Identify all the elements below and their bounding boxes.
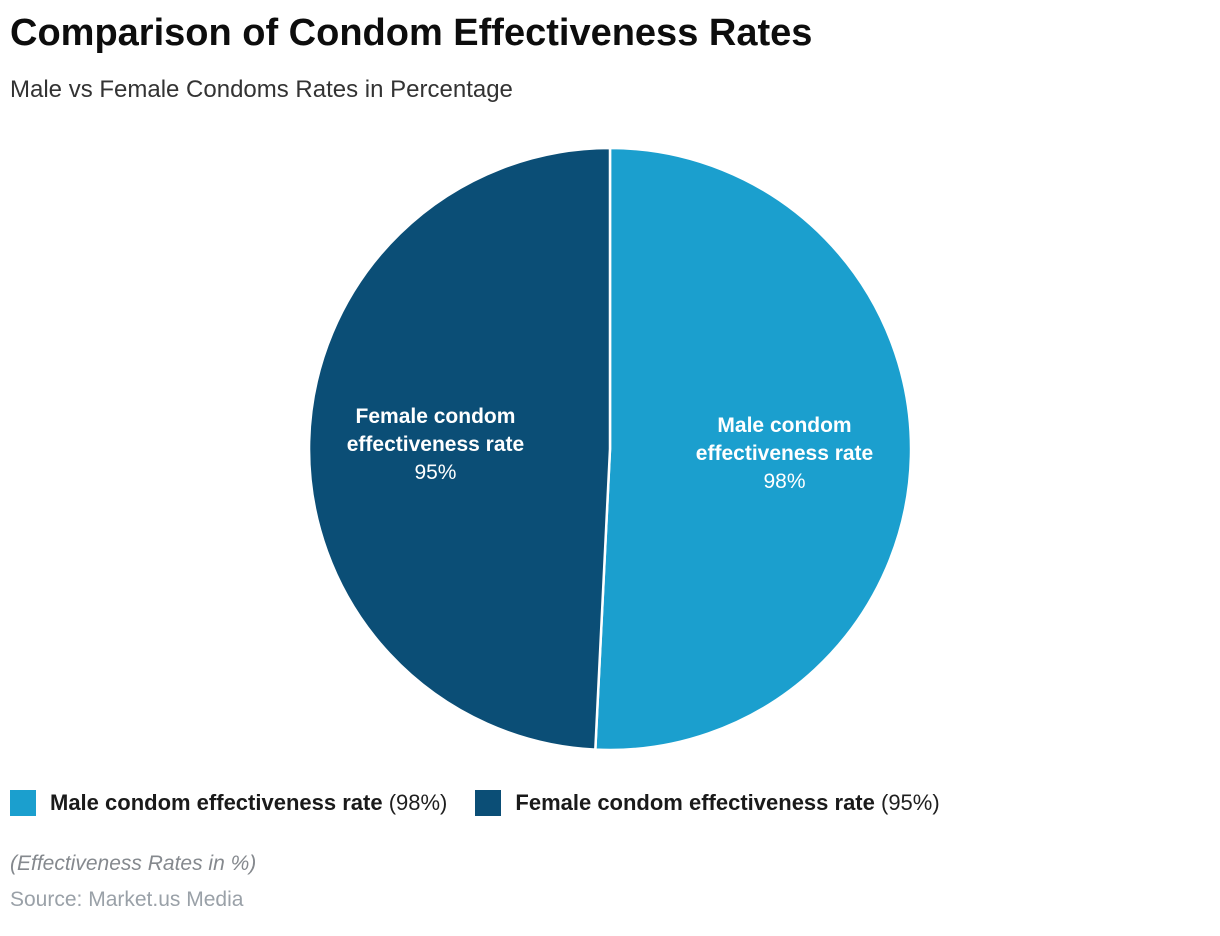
legend-swatch-female [475,790,502,817]
pie-chart-area: Male condom effectiveness rate 98% Femal… [10,146,1210,752]
legend-item-male[interactable]: Male condom effectiveness rate (98%) [10,790,447,817]
legend-label-female: Female condom effectiveness rate (95%) [515,790,939,816]
legend-label-male-text: Male condom effectiveness rate [50,790,383,816]
legend-label-male-value: (98%) [388,790,448,816]
pie-slice-male[interactable] [594,147,913,752]
chart-title: Comparison of Condom Effectiveness Rates [10,12,813,54]
legend-item-female[interactable]: Female condom effectiveness rate (95%) [475,790,940,817]
pie-slice-female[interactable] [307,147,612,752]
legend-label-female-text: Female condom effectiveness rate [515,790,875,816]
legend-label-female-value: (95%) [881,790,940,816]
legend-swatch-male [10,790,36,817]
legend-label-male: Male condom effectiveness rate (98%) [50,790,447,816]
pie-chart [307,147,913,752]
source-credit: Source: Market.us Media [10,888,244,912]
chart-subtitle: Male vs Female Condoms Rates in Percenta… [10,75,513,103]
effectiveness-note: (Effectiveness Rates in %) [10,852,257,876]
legend: Male condom effectiveness rate (98%) Fem… [10,790,1210,817]
